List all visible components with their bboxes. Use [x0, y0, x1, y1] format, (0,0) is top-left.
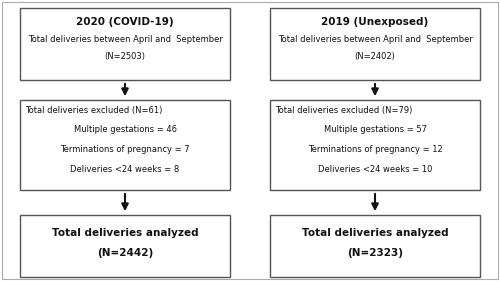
Text: Multiple gestations = 46: Multiple gestations = 46: [74, 126, 176, 135]
Bar: [270, 8, 480, 80]
Text: 2020 (COVID-19): 2020 (COVID-19): [76, 17, 174, 27]
Bar: [20, 100, 230, 190]
Text: Terminations of pregnancy = 7: Terminations of pregnancy = 7: [60, 146, 190, 155]
Text: (N=2323): (N=2323): [347, 248, 403, 258]
Text: Deliveries <24 weeks = 8: Deliveries <24 weeks = 8: [70, 166, 180, 175]
Text: Total deliveries excluded (N=79): Total deliveries excluded (N=79): [275, 106, 412, 115]
Text: (N=2442): (N=2442): [97, 248, 153, 258]
Text: Total deliveries excluded (N=61): Total deliveries excluded (N=61): [25, 106, 162, 115]
Bar: [270, 215, 480, 277]
Text: Total deliveries analyzed: Total deliveries analyzed: [52, 228, 199, 238]
Text: (N=2402): (N=2402): [354, 51, 396, 60]
Text: Deliveries <24 weeks = 10: Deliveries <24 weeks = 10: [318, 166, 432, 175]
Text: Total deliveries between April and  September: Total deliveries between April and Septe…: [28, 35, 222, 44]
Text: Multiple gestations = 57: Multiple gestations = 57: [324, 126, 426, 135]
Text: Total deliveries between April and  September: Total deliveries between April and Septe…: [278, 35, 472, 44]
Text: Total deliveries analyzed: Total deliveries analyzed: [302, 228, 448, 238]
Bar: [20, 215, 230, 277]
Bar: [270, 100, 480, 190]
Text: 2019 (Unexposed): 2019 (Unexposed): [322, 17, 428, 27]
Bar: [20, 8, 230, 80]
Text: (N=2503): (N=2503): [104, 51, 146, 60]
Text: Terminations of pregnancy = 12: Terminations of pregnancy = 12: [308, 146, 442, 155]
